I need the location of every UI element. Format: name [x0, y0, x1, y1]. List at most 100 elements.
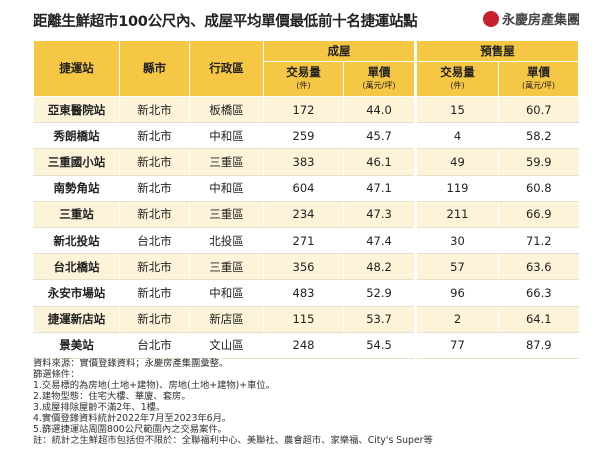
table-cell: 49: [414, 148, 499, 176]
table-cell: 96: [414, 279, 499, 307]
table-cell: 台北橋站: [33, 253, 120, 281]
table-cell: 新北市: [119, 306, 190, 333]
table-cell: 54.5: [343, 332, 416, 359]
table: 捷運站 縣市 行政區 成屋 預售屋 交易量 (件) 單價 (萬元/坪) 交易量 (件) 單價 (萬元/坪…: [33, 40, 579, 359]
table-cell: 文山區: [189, 332, 264, 359]
table-row: 永安市場站 新北市 中和區 483 52.9 96 66.3: [33, 279, 579, 307]
subcolumn-unit: (件): [450, 81, 465, 90]
table-cell: 三重區: [189, 253, 264, 281]
table-cell: 52.9: [343, 279, 416, 307]
table-cell: 30: [414, 227, 499, 255]
note-line: 資料來源：實價登錄資料；永慶房產集團彙整。: [33, 358, 229, 369]
header-row: 交易量 (件) 單價 (萬元/坪) 交易量 (件) 單價 (萬元/坪): [34, 61, 579, 97]
table-cell: 483: [263, 279, 344, 307]
table-row: 台北橋站 新北市 三重區 356 48.2 57 63.6: [33, 253, 579, 281]
table-cell: 47.4: [343, 227, 416, 255]
subcolumn-header: 單價 (萬元/坪): [498, 61, 579, 97]
table-cell: 三重站: [33, 201, 120, 228]
subcolumn-label: 交易量: [440, 65, 475, 79]
logo: 永慶房產集團: [482, 9, 580, 28]
table-cell: 44.0: [343, 96, 416, 124]
subcolumn-header: 交易量 (件): [414, 61, 499, 97]
subcolumn-label: 交易量: [286, 65, 321, 79]
table-cell: 台北市: [119, 227, 190, 255]
subcolumn-header: 交易量 (件): [263, 61, 344, 97]
table-cell: 59.9: [498, 148, 579, 176]
note-line: 註：統計之生鮮超市包括但不限於：全聯福利中心、美聯社、農會超市、家樂福、City…: [33, 435, 433, 446]
table-cell: 4: [414, 122, 499, 150]
table-cell: 356: [263, 253, 344, 281]
table-row: 三重國小站 新北市 三重區 383 46.1 49 59.9: [33, 148, 579, 176]
subcolumn-unit: (件): [296, 81, 311, 90]
table-cell: 新北市: [119, 253, 190, 281]
table-cell: 87.9: [498, 332, 579, 359]
table-cell: 板橋區: [189, 96, 264, 124]
logo-text: 永慶房產集團: [501, 13, 580, 28]
table-header: 捷運站 縣市 行政區 成屋 預售屋 交易量 (件) 單價 (萬元/坪) 交易量 (件) 單價 (萬元/坪…: [33, 40, 579, 97]
table-cell: 45.7: [343, 122, 416, 150]
table-cell: 66.3: [498, 279, 579, 307]
table-cell: 47.1: [343, 175, 416, 202]
note-line: 1.交易標的為房地(土地+建物)、房地(土地+建物)+車位。: [33, 380, 275, 391]
group-header: 預售屋: [414, 40, 579, 62]
table-cell: 259: [263, 122, 344, 150]
table-cell: 58.2: [498, 122, 579, 150]
table-cell: 北投區: [189, 227, 264, 255]
table-cell: 新北市: [119, 279, 190, 307]
table-row: 景美站 台北市 文山區 248 54.5 77 87.9: [33, 332, 579, 359]
note-line: 3.成屋排除屋齡不滿2年、1樓。: [33, 402, 166, 413]
table-cell: 新北投站: [33, 227, 120, 255]
table-row: 新北投站 台北市 北投區 271 47.4 30 71.2: [33, 227, 579, 255]
table-cell: 71.2: [498, 227, 579, 255]
table-cell: 中和區: [189, 175, 264, 202]
subcolumn-label: 單價: [367, 65, 391, 79]
note-line: 2.建物型態：住宅大樓、華廈、套房。: [33, 391, 191, 402]
table-row: 亞東醫院站 新北市 板橋區 172 44.0 15 60.7: [33, 96, 579, 124]
table-cell: 亞東醫院站: [33, 96, 120, 124]
table-cell: 271: [263, 227, 344, 255]
table-cell: 中和區: [189, 279, 264, 307]
table-cell: 53.7: [343, 306, 416, 333]
table-cell: 新北市: [119, 122, 190, 150]
note-line: 5.篩選捷運站周圍800公尺範圍內之交易案件。: [33, 424, 227, 435]
table-cell: 15: [414, 96, 499, 124]
table-cell: 77: [414, 332, 499, 359]
table-cell: 383: [263, 148, 344, 176]
table-cell: 66.9: [498, 201, 579, 228]
table-cell: 三重區: [189, 148, 264, 176]
note-line: 篩選條件：: [33, 369, 80, 380]
table-cell: 台北市: [119, 332, 190, 359]
table-cell: 48.2: [343, 253, 416, 281]
subcolumn-unit: (萬元/坪): [522, 81, 555, 90]
column-header: 行政區: [189, 40, 264, 97]
table-cell: 119: [414, 175, 499, 202]
table-cell: 47.3: [343, 201, 416, 228]
table-cell: 234: [263, 201, 344, 228]
subcolumn-label: 單價: [527, 65, 550, 79]
subcolumn-unit: (萬元/坪): [362, 81, 396, 90]
table-cell: 115: [263, 306, 344, 333]
table-cell: 46.1: [343, 148, 416, 176]
table-cell: 三重國小站: [33, 148, 120, 176]
table-cell: 211: [414, 201, 499, 228]
table-cell: 2: [414, 306, 499, 333]
note-line: 4.實價登錄資料統計2022年7月至2023年6月。: [33, 413, 232, 424]
table-cell: 新北市: [119, 148, 190, 176]
table-cell: 中和區: [189, 122, 264, 150]
table-cell: 南勢角站: [33, 175, 120, 202]
table-row: 南勢角站 新北市 中和區 604 47.1 119 60.8: [33, 175, 579, 202]
table-cell: 永安市場站: [33, 279, 120, 307]
column-header: 縣市: [119, 40, 190, 97]
header-row: 捷運站 縣市 行政區 成屋 預售屋: [33, 40, 579, 97]
table-cell: 新北市: [119, 96, 190, 124]
table-cell: 57: [414, 253, 499, 281]
subcolumn-header: 單價 (萬元/坪): [343, 61, 416, 97]
title: 距離生鮮超市100公尺內、成屋平均單價最低前十名捷運站點: [33, 14, 418, 30]
table-row: 三重站 新北市 三重區 234 47.3 211 66.9: [33, 201, 579, 228]
table-cell: 景美站: [33, 332, 120, 359]
table-cell: 三重區: [189, 201, 264, 228]
notes: 資料來源：實價登錄資料；永慶房產集團彙整。 篩選條件： 1.交易標的為房地(土地+建…: [33, 358, 433, 446]
table-cell: 捷運新店站: [33, 306, 120, 333]
table-cell: 新北市: [119, 201, 190, 228]
